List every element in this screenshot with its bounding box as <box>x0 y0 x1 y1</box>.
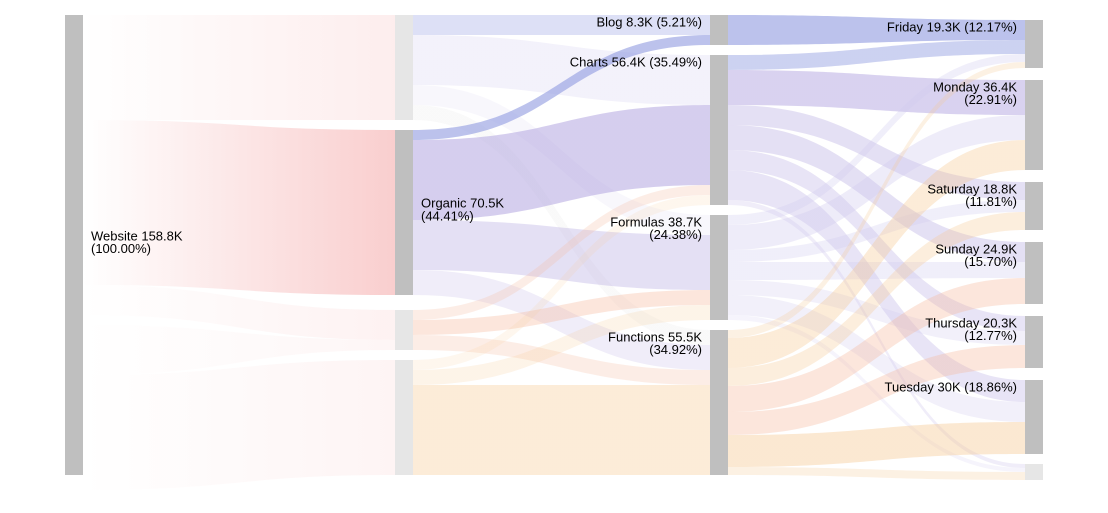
sankey-link <box>728 467 1025 480</box>
node-sublabel-monday: (22.91%) <box>964 92 1017 107</box>
node-label-friday: Friday 19.3K (12.17%) <box>887 19 1017 34</box>
node-sublabel-organic: (44.41%) <box>421 208 474 223</box>
sankey-node-tuesday <box>1025 380 1043 454</box>
sankey-node-charts <box>710 55 728 205</box>
sankey-link <box>83 120 395 295</box>
node-label-tuesday: Tuesday 30K (18.86%) <box>885 379 1017 394</box>
node-sublabel-saturday: (11.81%) <box>965 194 1017 209</box>
sankey-node-website <box>65 15 83 475</box>
sankey-node-saturday <box>1025 182 1043 230</box>
sankey-node-formulas <box>710 215 728 320</box>
sankey-link <box>83 15 395 120</box>
sankey-node-sunday <box>1025 242 1043 304</box>
sankey-link <box>413 385 710 475</box>
sankey-link <box>83 360 395 490</box>
sankey-node-blog <box>710 15 728 45</box>
sankey-node-c2c <box>395 310 413 350</box>
sankey-node-functions <box>710 330 728 475</box>
node-sublabel-sunday: (15.70%) <box>964 254 1017 269</box>
sankey-node-wed <box>1025 464 1043 480</box>
node-sublabel-website: (100.00%) <box>91 241 151 256</box>
node-sublabel-thursday: (12.77%) <box>964 328 1017 343</box>
node-sublabel-formulas: (24.38%) <box>649 227 702 242</box>
sankey-chart: Website 158.8K(100.00%)Organic 70.5K(44.… <box>0 0 1108 513</box>
sankey-node-c2d <box>395 360 413 475</box>
sankey-node-organic <box>395 130 413 295</box>
sankey-links <box>83 15 1025 490</box>
sankey-node-friday <box>1025 20 1043 68</box>
sankey-node-c2a <box>395 15 413 120</box>
node-label-blog: Blog 8.3K (5.21%) <box>596 14 702 29</box>
node-label-charts: Charts 56.4K (35.49%) <box>570 54 702 69</box>
sankey-node-monday <box>1025 80 1043 170</box>
sankey-node-thursday <box>1025 316 1043 368</box>
node-sublabel-functions: (34.92%) <box>649 342 702 357</box>
